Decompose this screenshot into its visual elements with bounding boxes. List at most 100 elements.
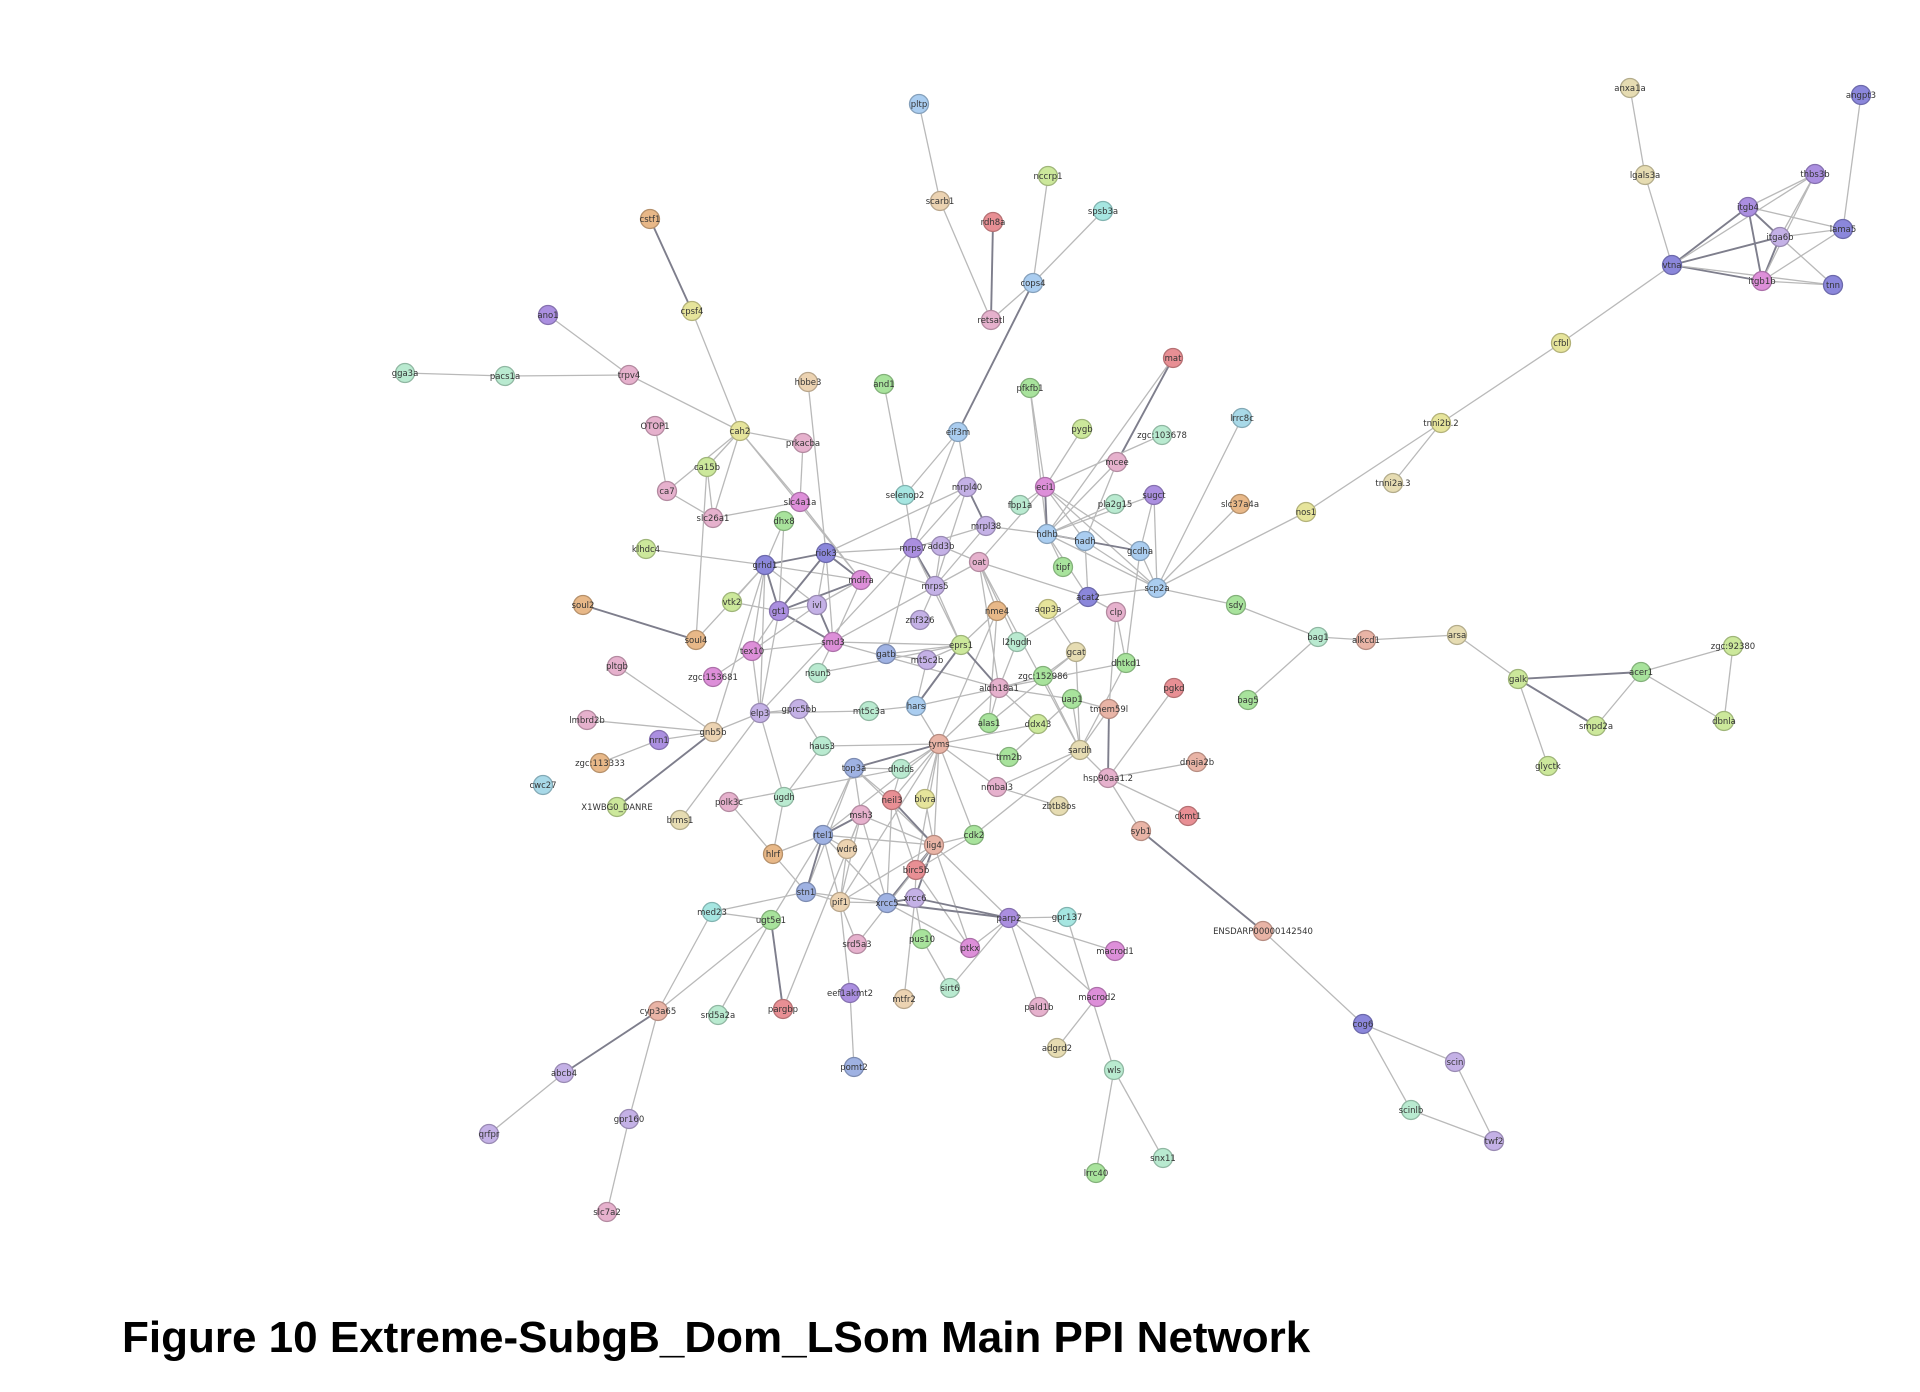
node-circle[interactable] (618, 364, 640, 386)
node-circle[interactable] (1037, 598, 1059, 620)
node-circle[interactable] (1092, 200, 1114, 222)
node-circle[interactable] (947, 421, 969, 443)
node-pus10[interactable]: pus10 (909, 928, 935, 950)
node-circle[interactable] (1307, 626, 1329, 648)
node-neil3[interactable]: neil3 (882, 789, 903, 811)
node-circle[interactable] (930, 535, 952, 557)
node-pald1b[interactable]: pald1b (1024, 996, 1054, 1018)
node-aldh18a1[interactable]: aldh18a1 (979, 677, 1019, 699)
node-lgals3a[interactable]: lgals3a (1630, 164, 1660, 186)
node-circle[interactable] (1430, 412, 1452, 434)
node-acer1[interactable]: acer1 (1629, 661, 1653, 683)
node-nme4[interactable]: nme4 (985, 600, 1009, 622)
node-circle[interactable] (1037, 165, 1059, 187)
node-l2hgdh[interactable]: l2hgdh (1002, 631, 1032, 653)
node-circle[interactable] (576, 709, 598, 731)
node-circle[interactable] (1769, 226, 1791, 248)
node-ensdarp00000142540[interactable]: ENSDARP00000142540 (1213, 920, 1313, 942)
node-lrrc40[interactable]: lrrc40 (1084, 1162, 1109, 1184)
node-circle[interactable] (669, 809, 691, 831)
node-syb1[interactable]: syb1 (1130, 820, 1152, 842)
node-cog6[interactable]: cog6 (1353, 1013, 1374, 1035)
node-gprc5bb[interactable]: gprc5bb (782, 698, 817, 720)
node-brms1[interactable]: brms1 (667, 809, 694, 831)
node-bag5[interactable]: bag5 (1237, 689, 1259, 711)
node-gga3a[interactable]: gga3a (392, 362, 419, 384)
node-znf326[interactable]: znf326 (905, 609, 935, 631)
node-tex10[interactable]: tex10 (740, 640, 764, 662)
node-cstf1[interactable]: cstf1 (639, 208, 661, 230)
node-cfbl[interactable]: cfbl (1550, 332, 1572, 354)
node-circle[interactable] (980, 309, 1002, 331)
node-grhd1[interactable]: grhd1 (753, 554, 778, 576)
node-circle[interactable] (875, 643, 897, 665)
node-circle[interactable] (1661, 254, 1683, 276)
node-circle[interactable] (1152, 1147, 1174, 1169)
node-circle[interactable] (478, 1123, 500, 1145)
node-zgc-113333[interactable]: zgc:113333 (575, 752, 625, 774)
node-pgkd[interactable]: pgkd (1163, 677, 1185, 699)
node-tnni2a-3[interactable]: tnni2a.3 (1375, 472, 1411, 494)
node-zgc-92380[interactable]: zgc:92380 (1711, 635, 1755, 657)
node-eprs1[interactable]: eprs1 (949, 634, 973, 656)
node-msh3[interactable]: msh3 (849, 804, 873, 826)
node-sugct[interactable]: sugct (1142, 484, 1166, 506)
node-circle[interactable] (986, 600, 1008, 622)
node-wdr6[interactable]: wdr6 (836, 838, 858, 860)
node-srd5a3[interactable]: srd5a3 (842, 933, 872, 955)
node-circle[interactable] (606, 796, 628, 818)
node-circle[interactable] (916, 649, 938, 671)
node-haus3[interactable]: haus3 (809, 735, 835, 757)
node-nos1[interactable]: nos1 (1296, 501, 1316, 523)
node-circle[interactable] (606, 655, 628, 677)
node-circle[interactable] (1804, 163, 1826, 185)
node-circle[interactable] (893, 988, 915, 1010)
node-nrn1[interactable]: nrn1 (648, 729, 670, 751)
node-macrod2[interactable]: macrod2 (1078, 986, 1116, 1008)
node-macrod1[interactable]: macrod1 (1096, 940, 1134, 962)
node-circle[interactable] (1009, 494, 1031, 516)
node-bag1[interactable]: bag1 (1307, 626, 1329, 648)
node-circle[interactable] (639, 208, 661, 230)
node-vtna[interactable]: vtna (1661, 254, 1683, 276)
node-trpv4[interactable]: trpv4 (618, 364, 641, 386)
node-mrps5[interactable]: mrps5 (921, 575, 949, 597)
node-hdhb[interactable]: hdhb (1036, 523, 1058, 545)
node-blvra[interactable]: blvra (914, 788, 936, 810)
node-circle[interactable] (815, 542, 837, 564)
node-circle[interactable] (909, 609, 931, 631)
node-circle[interactable] (618, 1108, 640, 1130)
node-circle[interactable] (822, 631, 844, 653)
node-ptkx[interactable]: ptkx (959, 937, 981, 959)
node-gt1[interactable]: gt1 (768, 600, 790, 622)
node-circle[interactable] (741, 640, 763, 662)
node-gpr137[interactable]: gpr137 (1052, 906, 1083, 928)
node-galk[interactable]: galk (1507, 668, 1529, 690)
node-circle[interactable] (858, 700, 880, 722)
node-circle[interactable] (1048, 795, 1070, 817)
node-zgc-152986[interactable]: zgc:152986 (1018, 665, 1068, 687)
node-circle[interactable] (1146, 577, 1168, 599)
node-circle[interactable] (846, 933, 868, 955)
node-circle[interactable] (1400, 1099, 1422, 1121)
node-ckmt1[interactable]: ckmt1 (1175, 805, 1202, 827)
node-circle[interactable] (1446, 624, 1468, 646)
node-pif1[interactable]: pif1 (829, 891, 851, 913)
node-circle[interactable] (850, 804, 872, 826)
node-dhx8[interactable]: dhx8 (773, 510, 795, 532)
node-circle[interactable] (928, 733, 950, 755)
node-mtfr2[interactable]: mtfr2 (892, 988, 916, 1010)
node-otop1[interactable]: OTOP1 (640, 415, 670, 437)
node-hbbe3[interactable]: hbbe3 (795, 371, 822, 393)
node-circle[interactable] (1036, 523, 1058, 545)
node-circle[interactable] (1225, 594, 1247, 616)
node-circle[interactable] (1022, 272, 1044, 294)
node-circle[interactable] (873, 373, 895, 395)
node-circle[interactable] (1237, 689, 1259, 711)
node-circle[interactable] (843, 757, 865, 779)
node-cdk2[interactable]: cdk2 (964, 824, 984, 846)
node-circle[interactable] (1630, 661, 1652, 683)
node-circle[interactable] (929, 190, 951, 212)
node-circle[interactable] (998, 746, 1020, 768)
node-circle[interactable] (760, 909, 782, 931)
